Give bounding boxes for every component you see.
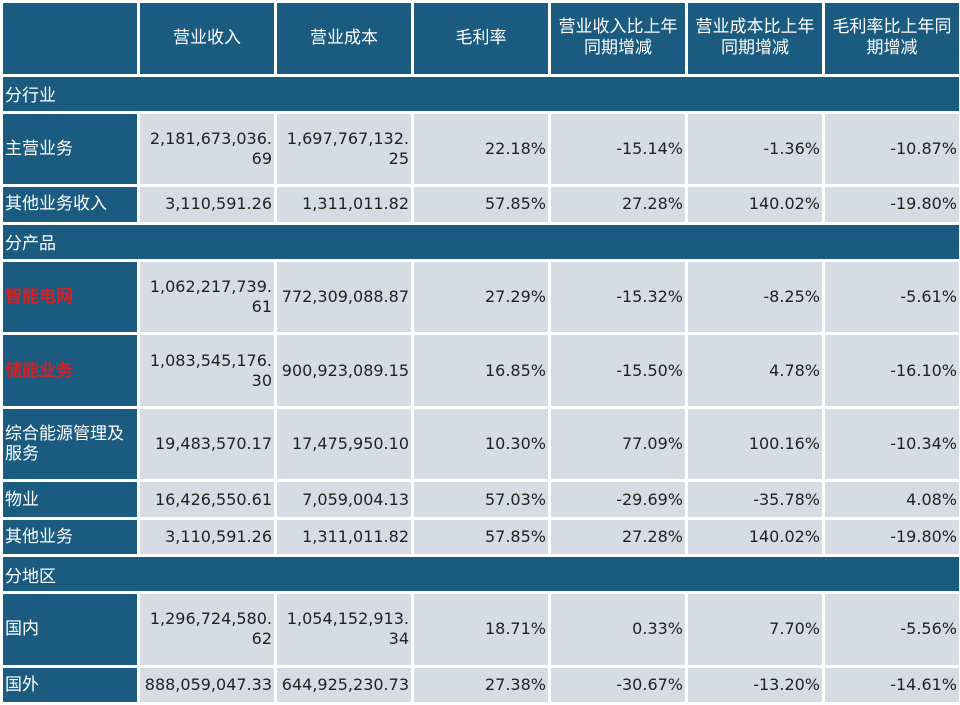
cell-revenue-yoy: -15.14% — [551, 113, 685, 185]
cell-cost: 1,311,011.82 — [277, 187, 411, 222]
cell-revenue-yoy: 0.33% — [551, 594, 685, 665]
row-label-highlighted: 智能电网 — [3, 261, 137, 333]
cell-revenue-yoy: -15.32% — [551, 261, 685, 333]
table-row: 其他业务收入 3,110,591.26 1,311,011.82 57.85% … — [3, 187, 959, 222]
cell-gross-margin: 18.71% — [414, 594, 548, 665]
cell-cost: 772,309,088.87 — [277, 261, 411, 333]
cell-cost: 1,311,011.82 — [277, 519, 411, 554]
cell-cost-yoy: 140.02% — [688, 519, 822, 554]
cell-cost: 900,923,089.15 — [277, 335, 411, 406]
table-row: 储能业务 1,083,545,176.30 900,923,089.15 16.… — [3, 335, 959, 406]
cell-revenue: 16,426,550.61 — [140, 482, 274, 517]
cell-revenue: 3,110,591.26 — [140, 187, 274, 222]
cell-gross-margin: 16.85% — [414, 335, 548, 406]
table-row: 智能电网 1,062,217,739.61 772,309,088.87 27.… — [3, 261, 959, 333]
col-header-cost-yoy: 营业成本比上年同期增减 — [688, 3, 822, 74]
cell-cost-yoy: 4.78% — [688, 335, 822, 406]
cell-cost-yoy: -35.78% — [688, 482, 822, 517]
col-header-cost: 营业成本 — [277, 3, 411, 74]
cell-cost: 17,475,950.10 — [277, 408, 411, 480]
cell-margin-yoy: -14.61% — [825, 667, 959, 702]
cell-margin-yoy: -5.56% — [825, 594, 959, 665]
cell-cost-yoy: 140.02% — [688, 187, 822, 222]
cell-margin-yoy: 4.08% — [825, 482, 959, 517]
cell-cost-yoy: -8.25% — [688, 261, 822, 333]
cell-cost: 1,697,767,132.25 — [277, 113, 411, 185]
row-label-highlighted: 储能业务 — [3, 335, 137, 406]
cell-cost: 1,054,152,913.34 — [277, 594, 411, 665]
table-row: 国外 888,059,047.33 644,925,230.73 27.38% … — [3, 667, 959, 702]
col-header-margin-yoy: 毛利率比上年同期增减 — [825, 3, 959, 74]
cell-revenue: 1,062,217,739.61 — [140, 261, 274, 333]
cell-revenue: 888,059,047.33 — [140, 667, 274, 702]
row-label: 综合能源管理及服务 — [3, 408, 137, 480]
row-label: 其他业务 — [3, 519, 137, 554]
cell-revenue: 3,110,591.26 — [140, 519, 274, 554]
cell-gross-margin: 57.85% — [414, 187, 548, 222]
cell-margin-yoy: -10.34% — [825, 408, 959, 480]
cell-gross-margin: 27.38% — [414, 667, 548, 702]
cell-gross-margin: 57.85% — [414, 519, 548, 554]
cell-revenue-yoy: 77.09% — [551, 408, 685, 480]
cell-cost: 644,925,230.73 — [277, 667, 411, 702]
section-row-region: 分地区 — [3, 556, 959, 592]
header-corner — [3, 3, 137, 74]
cell-gross-margin: 27.29% — [414, 261, 548, 333]
cell-revenue-yoy: 27.28% — [551, 187, 685, 222]
table-row: 其他业务 3,110,591.26 1,311,011.82 57.85% 27… — [3, 519, 959, 554]
section-title: 分行业 — [3, 76, 959, 111]
row-label: 其他业务收入 — [3, 187, 137, 222]
cell-gross-margin: 57.03% — [414, 482, 548, 517]
cell-cost: 7,059,004.13 — [277, 482, 411, 517]
row-label: 国内 — [3, 594, 137, 665]
cell-cost-yoy: -13.20% — [688, 667, 822, 702]
cell-gross-margin: 22.18% — [414, 113, 548, 185]
cell-revenue-yoy: -29.69% — [551, 482, 685, 517]
cell-revenue: 1,083,545,176.30 — [140, 335, 274, 406]
row-label: 物业 — [3, 482, 137, 517]
section-row-industry: 分行业 — [3, 76, 959, 111]
cell-margin-yoy: -16.10% — [825, 335, 959, 406]
row-label: 主营业务 — [3, 113, 137, 185]
cell-cost-yoy: 100.16% — [688, 408, 822, 480]
table-row: 主营业务 2,181,673,036.69 1,697,767,132.25 2… — [3, 113, 959, 185]
cell-revenue: 1,296,724,580.62 — [140, 594, 274, 665]
section-row-product: 分产品 — [3, 224, 959, 259]
cell-revenue: 19,483,570.17 — [140, 408, 274, 480]
cell-margin-yoy: -19.80% — [825, 519, 959, 554]
cell-revenue-yoy: -15.50% — [551, 335, 685, 406]
col-header-gross-margin: 毛利率 — [414, 3, 548, 74]
header-row: 营业收入 营业成本 毛利率 营业收入比上年同期增减 营业成本比上年同期增减 毛利… — [3, 3, 959, 74]
cell-revenue-yoy: 27.28% — [551, 519, 685, 554]
cell-margin-yoy: -10.87% — [825, 113, 959, 185]
col-header-revenue-yoy: 营业收入比上年同期增减 — [551, 3, 685, 74]
table-row: 物业 16,426,550.61 7,059,004.13 57.03% -29… — [3, 482, 959, 517]
col-header-revenue: 营业收入 — [140, 3, 274, 74]
row-label: 国外 — [3, 667, 137, 702]
cell-revenue: 2,181,673,036.69 — [140, 113, 274, 185]
section-title: 分地区 — [3, 556, 959, 592]
cell-margin-yoy: -5.61% — [825, 261, 959, 333]
section-title: 分产品 — [3, 224, 959, 259]
table-row: 综合能源管理及服务 19,483,570.17 17,475,950.10 10… — [3, 408, 959, 480]
cell-cost-yoy: 7.70% — [688, 594, 822, 665]
cell-margin-yoy: -19.80% — [825, 187, 959, 222]
cell-gross-margin: 10.30% — [414, 408, 548, 480]
cell-revenue-yoy: -30.67% — [551, 667, 685, 702]
cell-cost-yoy: -1.36% — [688, 113, 822, 185]
table-row: 国内 1,296,724,580.62 1,054,152,913.34 18.… — [3, 594, 959, 665]
